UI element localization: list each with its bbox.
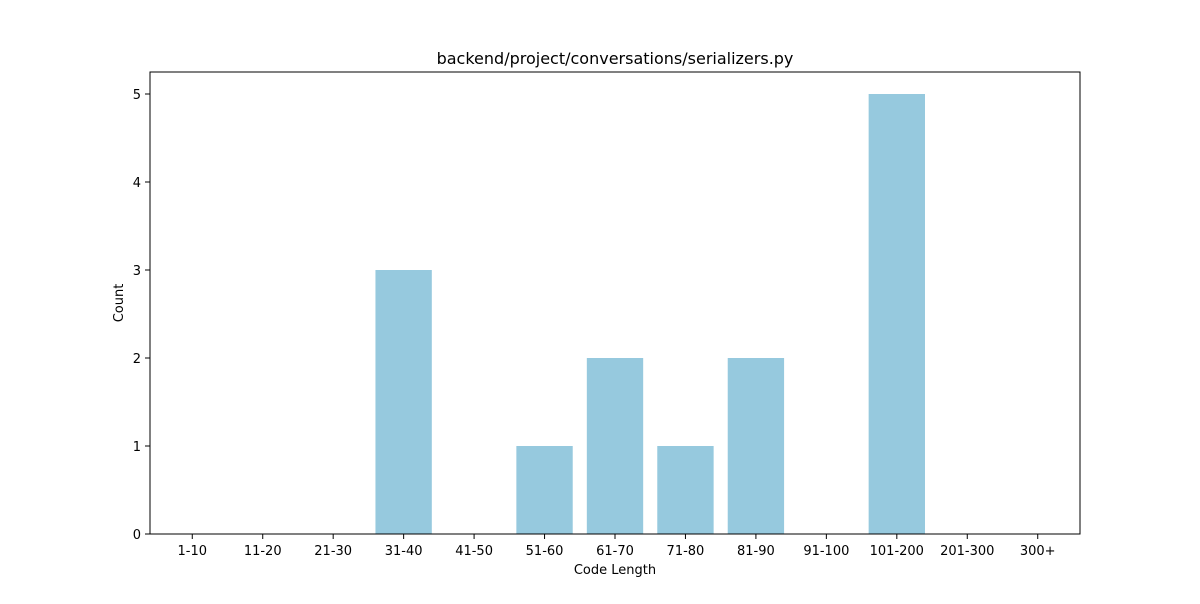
y-tick-label: 1 xyxy=(133,440,141,455)
x-tick-label: 1-10 xyxy=(178,544,208,559)
x-tick-label: 91-100 xyxy=(803,544,849,559)
x-axis-ticks: 1-10 11-20 21-30 31-40 41-50 51-60 61-70 71-80 8… xyxy=(178,534,1056,559)
x-tick-label: 21-30 xyxy=(314,544,352,559)
bar-81-90 xyxy=(727,358,785,534)
bar-61-70 xyxy=(586,358,644,534)
plot-frame xyxy=(149,71,1081,535)
x-axis-label: Code Length xyxy=(574,563,656,578)
y-tick-label: 2 xyxy=(133,352,141,367)
y-tick-label: 5 xyxy=(133,88,141,103)
bar-71-80 xyxy=(657,446,714,534)
x-tick-label: 300+ xyxy=(1020,544,1056,559)
x-tick-label: 71-80 xyxy=(667,544,705,559)
x-tick-label: 201-300 xyxy=(940,544,994,559)
y-tick-label: 4 xyxy=(133,176,141,191)
chart-title: backend/project/conversations/serializer… xyxy=(437,49,794,68)
y-tick-label: 0 xyxy=(133,528,141,543)
bar-101-200 xyxy=(868,94,925,534)
x-tick-label: 61-70 xyxy=(596,544,634,559)
x-tick-label: 101-200 xyxy=(870,544,924,559)
y-axis-label: Count xyxy=(112,284,127,323)
y-axis-ticks: 0 1 2 3 4 5 xyxy=(133,88,150,543)
x-tick-label: 11-20 xyxy=(244,544,282,559)
x-tick-label: 41-50 xyxy=(455,544,493,559)
x-tick-label: 51-60 xyxy=(526,544,564,559)
x-tick-label: 81-90 xyxy=(737,544,775,559)
x-tick-label: 31-40 xyxy=(385,544,423,559)
bar-31-40 xyxy=(375,270,432,534)
y-tick-label: 3 xyxy=(133,264,141,279)
bar-51-60 xyxy=(516,446,573,534)
bars-layer xyxy=(375,94,925,534)
